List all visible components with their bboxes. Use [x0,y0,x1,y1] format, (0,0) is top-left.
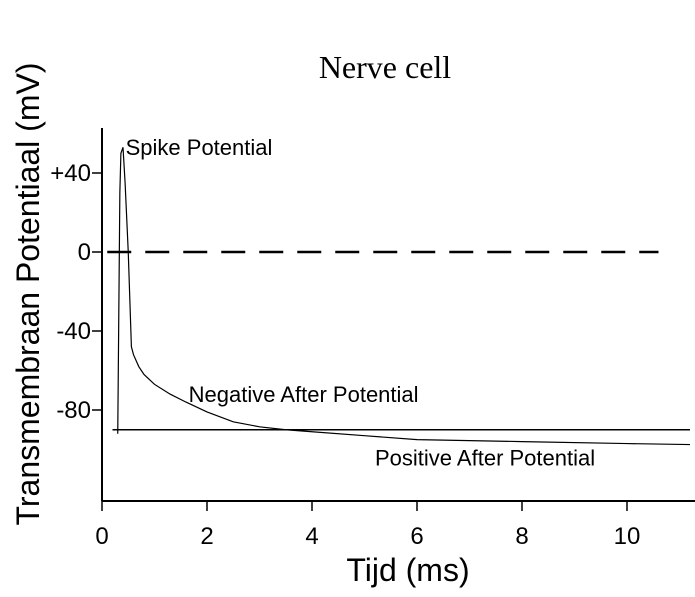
plot-area [107,147,691,446]
y-tick-label: -80 [56,397,91,424]
x-tick-label: 0 [95,523,108,550]
x-tick-label: 2 [200,523,213,550]
action-potential-curve [117,147,691,446]
annotation-label: Positive After Potential [375,445,595,470]
x-tick-label: 10 [614,523,641,550]
x-tick-label: 8 [515,523,528,550]
axis-ticks: 0 2 4 6 8 10 +40 0 -40 -80 [50,160,640,550]
y-tick-label: 0 [78,239,91,266]
chart-title: Nerve cell [319,49,451,85]
y-axis-label: Transmembraan Potentiaal (mV) [10,63,46,526]
annotation-label: Negative After Potential [189,382,419,407]
x-axis-label: Tijd (ms) [346,552,469,588]
y-tick-label: +40 [50,160,91,187]
x-tick-label: 6 [410,523,423,550]
annotation-label: Spike Potential [126,135,273,160]
x-tick-label: 4 [305,523,318,550]
y-tick-label: -40 [56,318,91,345]
